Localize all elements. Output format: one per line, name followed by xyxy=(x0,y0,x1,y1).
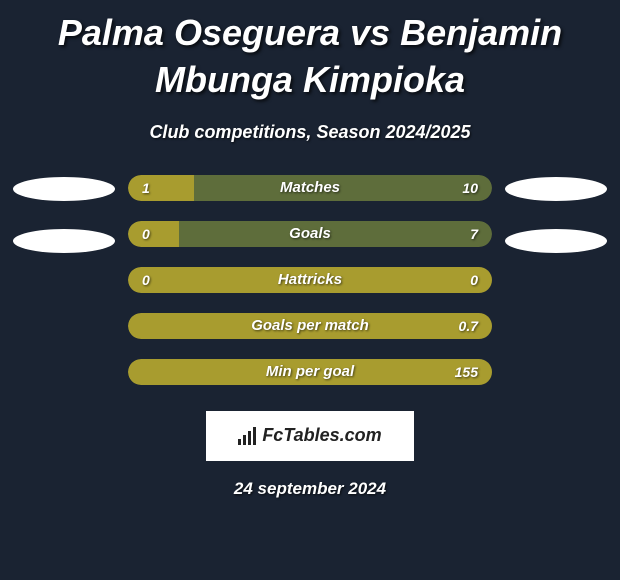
shirt-icon xyxy=(13,229,115,253)
shirt-icon xyxy=(505,229,607,253)
stats-area: 110Matches 07Goals 00Hattricks 0.7Goals per… xyxy=(0,175,620,385)
chart-icon xyxy=(238,427,256,445)
stat-bar: 155Min per goal xyxy=(128,359,492,385)
stat-label: Matches xyxy=(128,175,492,201)
stat-bars-column: 110Matches 07Goals 00Hattricks 0.7Goals per… xyxy=(120,175,500,385)
shirt-icon xyxy=(505,177,607,201)
logo-text: FcTables.com xyxy=(262,425,381,446)
player2-shirt-column xyxy=(500,175,612,253)
stat-bar: 0.7Goals per match xyxy=(128,313,492,339)
date-line: 24 september 2024 xyxy=(0,479,620,499)
logo-box[interactable]: FcTables.com xyxy=(206,411,414,461)
page-title: Palma Oseguera vs Benjamin Mbunga Kimpio… xyxy=(0,10,620,104)
stat-bar: 00Hattricks xyxy=(128,267,492,293)
stat-label: Hattricks xyxy=(128,267,492,293)
subtitle: Club competitions, Season 2024/2025 xyxy=(0,122,620,143)
player1-shirt-column xyxy=(8,175,120,253)
stat-label: Min per goal xyxy=(128,359,492,385)
shirt-icon xyxy=(13,177,115,201)
stat-bar: 110Matches xyxy=(128,175,492,201)
stat-label: Goals xyxy=(128,221,492,247)
stat-bar: 07Goals xyxy=(128,221,492,247)
stat-label: Goals per match xyxy=(128,313,492,339)
comparison-card: Palma Oseguera vs Benjamin Mbunga Kimpio… xyxy=(0,0,620,499)
